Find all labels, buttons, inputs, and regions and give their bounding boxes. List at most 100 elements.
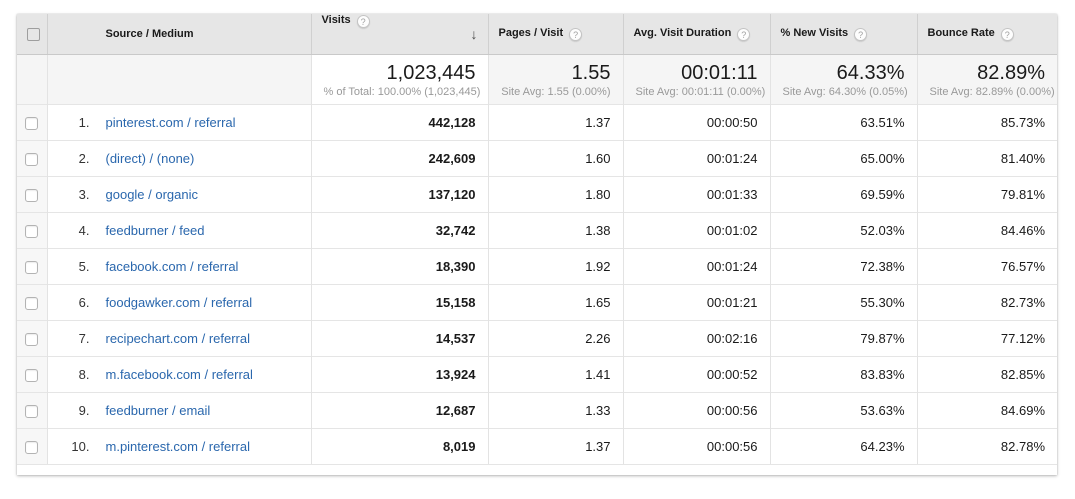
header-row: Source / Medium Visits? ↓ Pages / Visit?…	[17, 14, 1057, 55]
col-header-percent-new-visits[interactable]: % New Visits?	[770, 14, 918, 55]
analytics-data-table: Source / Medium Visits? ↓ Pages / Visit?…	[17, 14, 1057, 465]
col-header-visits[interactable]: Visits? ↓	[311, 14, 489, 55]
row-index: 4.	[78, 223, 90, 238]
bounce-rate-value: 85.73%	[917, 104, 1057, 141]
summary-checkbox-cell	[17, 54, 48, 105]
bounce-rate-value: 77.12%	[917, 320, 1057, 357]
source-medium-link[interactable]: google / organic	[105, 187, 199, 202]
summary-pages-cell: 1.55 Site Avg: 1.55 (0.00%)	[488, 54, 624, 105]
table-row: 10. m.pinterest.com / referral 8,019 1.37…	[17, 428, 1057, 465]
row-checkbox-cell	[17, 248, 48, 285]
percent-new-visits-value: 55.30%	[770, 284, 918, 321]
avg-visit-duration-value: 00:00:56	[623, 428, 771, 465]
row-index: 3.	[78, 187, 90, 202]
pages-per-visit-value: 1.65	[488, 284, 624, 321]
percent-new-visits-value: 53.63%	[770, 392, 918, 429]
source-medium-link[interactable]: foodgawker.com / referral	[105, 295, 253, 310]
summary-visits-cell: 1,023,445 % of Total: 100.00% (1,023,445…	[311, 54, 489, 105]
row-checkbox[interactable]	[25, 225, 39, 239]
row-checkbox[interactable]	[25, 153, 39, 167]
row-index: 8.	[78, 367, 90, 382]
row-checkbox-cell	[17, 104, 48, 141]
summary-duration-subtext: Site Avg: 00:01:11 (0.00%)	[635, 85, 766, 98]
row-checkbox[interactable]	[25, 369, 39, 383]
table-row: 4. feedburner / feed 32,742 1.38 00:01:02…	[17, 212, 1057, 249]
pages-per-visit-value: 1.33	[488, 392, 624, 429]
summary-bounce-subtext: Site Avg: 82.89% (0.00%)	[929, 85, 1055, 98]
help-icon[interactable]: ?	[356, 15, 370, 28]
source-cell: 1. pinterest.com / referral	[47, 104, 312, 141]
avg-visit-duration-value: 00:02:16	[623, 320, 771, 357]
select-all-header-cell	[17, 14, 48, 55]
pages-per-visit-value: 2.26	[488, 320, 624, 357]
col-header-visits-label: Visits	[321, 14, 351, 26]
row-checkbox-cell	[17, 392, 48, 429]
row-index: 7.	[78, 331, 90, 346]
col-header-pages-per-visit[interactable]: Pages / Visit?	[488, 14, 624, 55]
summary-row: 1,023,445 % of Total: 100.00% (1,023,445…	[17, 54, 1057, 105]
row-index: 5.	[78, 259, 90, 274]
avg-visit-duration-value: 00:01:33	[623, 176, 771, 213]
row-checkbox[interactable]	[25, 333, 39, 347]
summary-pages-subtext: Site Avg: 1.55 (0.00%)	[501, 85, 611, 98]
row-checkbox[interactable]	[25, 261, 39, 275]
table-row: 1. pinterest.com / referral 442,128 1.37 …	[17, 104, 1057, 141]
col-header-source-medium-label: Source / Medium	[105, 28, 194, 40]
row-checkbox-cell	[17, 428, 48, 465]
avg-visit-duration-value: 00:00:52	[623, 356, 771, 393]
table-row: 2. (direct) / (none) 242,609 1.60 00:01:2…	[17, 140, 1057, 177]
percent-new-visits-value: 79.87%	[770, 320, 918, 357]
help-icon[interactable]: ?	[854, 28, 868, 41]
source-medium-link[interactable]: m.pinterest.com / referral	[105, 439, 251, 454]
col-header-duration-label: Avg. Visit Duration	[633, 27, 732, 39]
sort-descending-icon: ↓	[470, 26, 478, 42]
source-medium-link[interactable]: m.facebook.com / referral	[105, 367, 253, 382]
source-medium-link[interactable]: feedburner / email	[105, 403, 211, 418]
col-header-bounce-rate[interactable]: Bounce Rate?	[917, 14, 1057, 55]
row-checkbox[interactable]	[25, 297, 39, 311]
summary-duration-cell: 00:01:11 Site Avg: 00:01:11 (0.00%)	[623, 54, 771, 105]
row-checkbox[interactable]	[25, 405, 39, 419]
percent-new-visits-value: 65.00%	[770, 140, 918, 177]
row-checkbox-cell	[17, 212, 48, 249]
pages-per-visit-value: 1.41	[488, 356, 624, 393]
bounce-rate-value: 76.57%	[917, 248, 1057, 285]
avg-visit-duration-value: 00:01:24	[623, 248, 771, 285]
row-checkbox-cell	[17, 356, 48, 393]
pages-per-visit-value: 1.37	[488, 104, 624, 141]
summary-bounce-cell: 82.89% Site Avg: 82.89% (0.00%)	[917, 54, 1057, 105]
help-icon[interactable]: ?	[569, 28, 583, 41]
summary-visits-subtext: % of Total: 100.00% (1,023,445)	[323, 85, 481, 98]
bounce-rate-value: 82.73%	[917, 284, 1057, 321]
row-checkbox-cell	[17, 176, 48, 213]
source-medium-link[interactable]: recipechart.com / referral	[105, 331, 251, 346]
bounce-rate-value: 81.40%	[917, 140, 1057, 177]
visits-value: 8,019	[311, 428, 489, 465]
col-header-avg-visit-duration[interactable]: Avg. Visit Duration?	[623, 14, 771, 55]
row-index: 6.	[78, 295, 90, 310]
col-header-source-medium[interactable]: Source / Medium	[47, 14, 312, 55]
row-index: 1.	[78, 115, 90, 130]
summary-bounce-value: 82.89%	[977, 61, 1045, 84]
visits-value: 13,924	[311, 356, 489, 393]
source-medium-link[interactable]: pinterest.com / referral	[105, 115, 236, 130]
row-checkbox[interactable]	[25, 441, 39, 455]
table-row: 9. feedburner / email 12,687 1.33 00:00:5…	[17, 392, 1057, 429]
row-checkbox[interactable]	[25, 189, 39, 203]
source-cell: 4. feedburner / feed	[47, 212, 312, 249]
help-icon[interactable]: ?	[737, 28, 751, 41]
source-medium-link[interactable]: (direct) / (none)	[105, 151, 195, 166]
source-medium-link[interactable]: feedburner / feed	[105, 223, 205, 238]
col-header-new-visits-label: % New Visits	[780, 27, 849, 39]
percent-new-visits-value: 64.23%	[770, 428, 918, 465]
source-medium-link[interactable]: facebook.com / referral	[105, 259, 239, 274]
row-checkbox-cell	[17, 320, 48, 357]
visits-value: 137,120	[311, 176, 489, 213]
select-all-checkbox[interactable]	[27, 27, 40, 41]
visits-value: 18,390	[311, 248, 489, 285]
col-header-bounce-label: Bounce Rate	[927, 27, 995, 39]
percent-new-visits-value: 63.51%	[770, 104, 918, 141]
row-checkbox[interactable]	[25, 117, 39, 131]
visits-value: 15,158	[311, 284, 489, 321]
help-icon[interactable]: ?	[1000, 28, 1014, 41]
